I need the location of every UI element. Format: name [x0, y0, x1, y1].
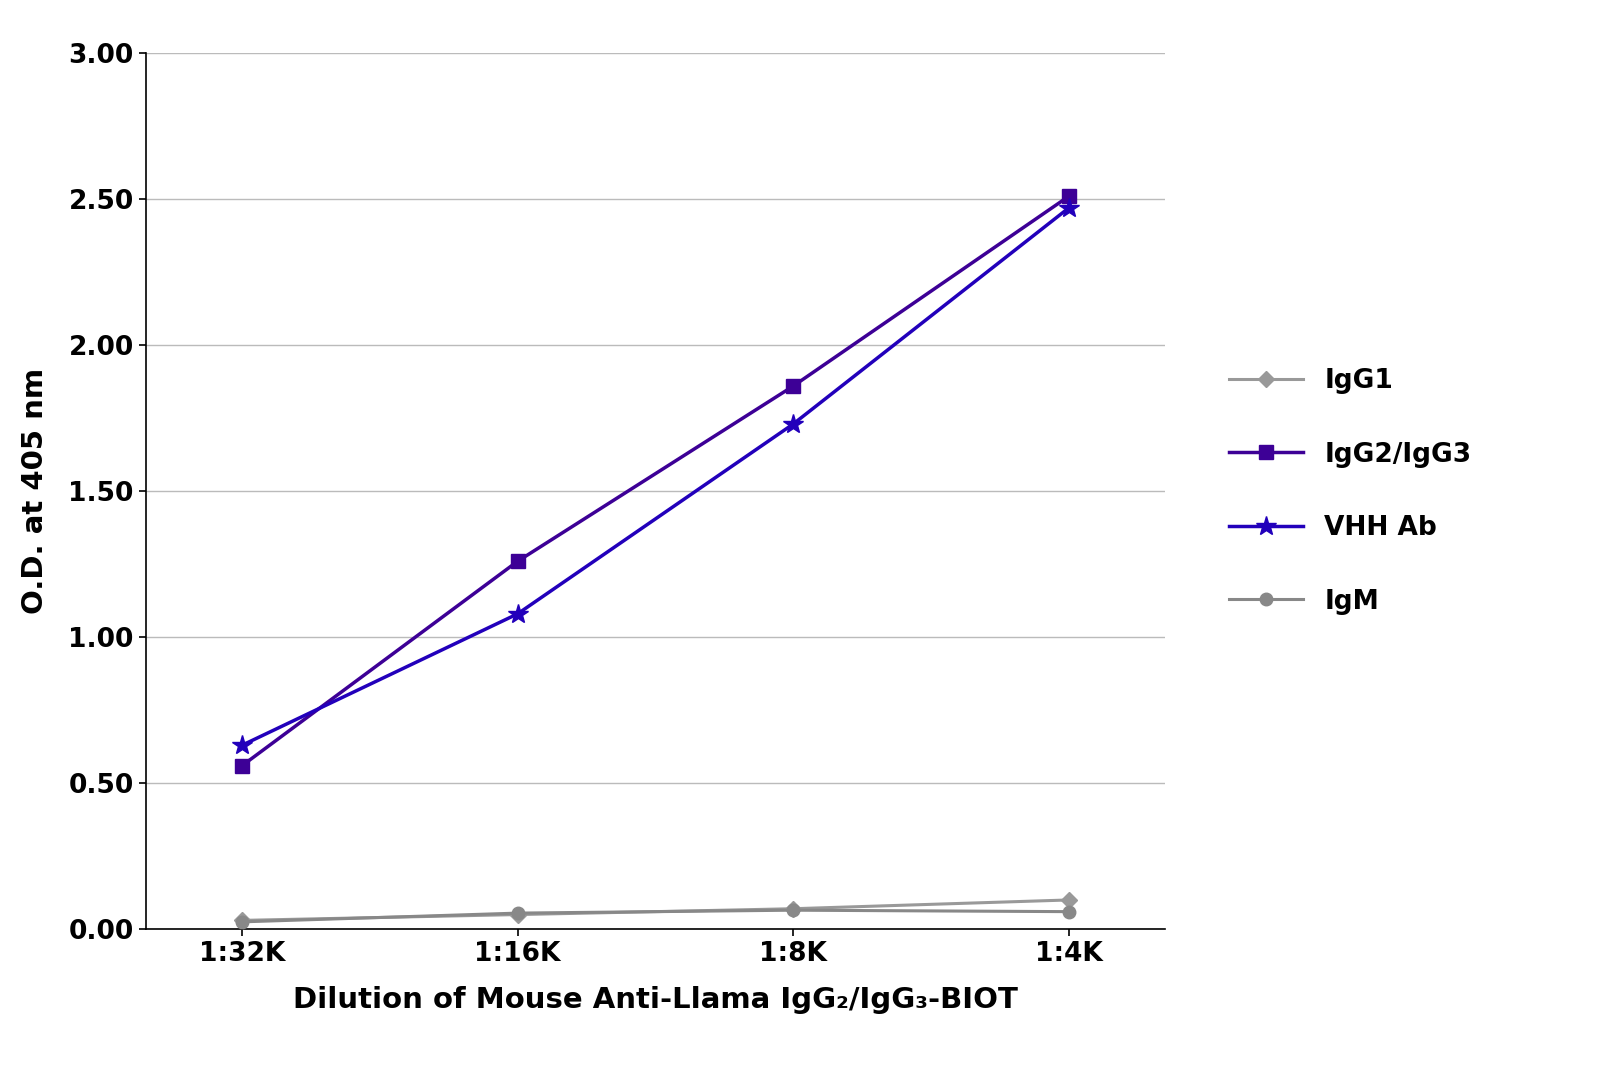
Legend: IgG1, IgG2/IgG3, VHH Ab, IgM: IgG1, IgG2/IgG3, VHH Ab, IgM: [1218, 358, 1482, 625]
X-axis label: Dilution of Mouse Anti-Llama IgG₂/IgG₃-BIOT: Dilution of Mouse Anti-Llama IgG₂/IgG₃-B…: [293, 987, 1018, 1015]
IgG2/IgG3: [1058, 190, 1078, 203]
VHH Ab: [1058, 202, 1078, 215]
IgG2/IgG3: [783, 380, 803, 393]
IgG1: [1058, 894, 1078, 907]
VHH Ab: [508, 608, 527, 621]
Line: VHH Ab: VHH Ab: [231, 198, 1079, 756]
VHH Ab: [783, 418, 803, 430]
Line: IgM: IgM: [236, 904, 1074, 928]
VHH Ab: [233, 739, 252, 752]
IgG1: [783, 902, 803, 915]
IgG2/IgG3: [508, 555, 527, 568]
Y-axis label: O.D. at 405 nm: O.D. at 405 nm: [21, 368, 49, 614]
IgG2/IgG3: [233, 759, 252, 772]
Line: IgG2/IgG3: IgG2/IgG3: [235, 189, 1076, 772]
Line: IgG1: IgG1: [236, 894, 1074, 926]
IgM: [233, 915, 252, 928]
IgG1: [233, 914, 252, 927]
IgG1: [508, 908, 527, 921]
IgM: [1058, 906, 1078, 918]
IgM: [783, 904, 803, 916]
IgM: [508, 907, 527, 920]
